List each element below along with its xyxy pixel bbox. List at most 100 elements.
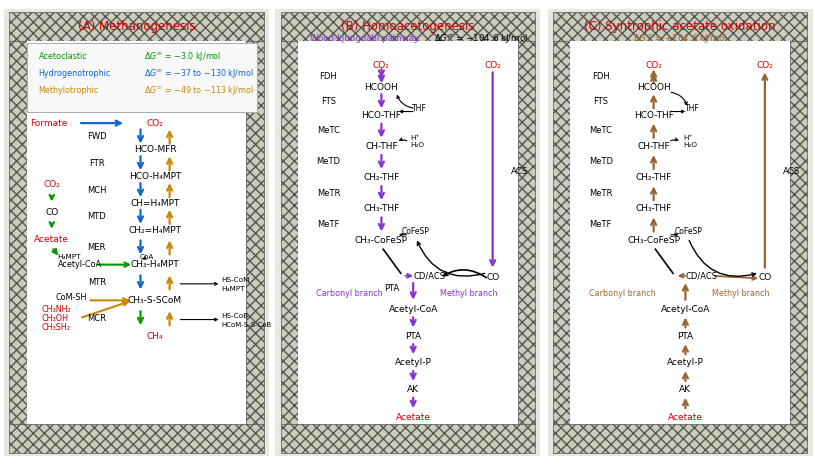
Text: HCoM-S-S-CoB: HCoM-S-S-CoB: [221, 322, 271, 328]
Text: FWD: FWD: [87, 132, 107, 141]
Text: Acetyl-CoA: Acetyl-CoA: [661, 305, 710, 314]
Text: CH₃-THF: CH₃-THF: [636, 204, 672, 213]
Text: Acetyl-P: Acetyl-P: [394, 359, 432, 367]
Text: HCO-THF: HCO-THF: [362, 111, 401, 120]
Text: CD/ACS: CD/ACS: [413, 271, 445, 280]
Text: H₂O: H₂O: [683, 142, 697, 148]
Text: $\Delta G^{o\prime}$ = $-$3.0 kJ/mol: $\Delta G^{o\prime}$ = $-$3.0 kJ/mol: [144, 50, 222, 63]
Bar: [27, 40, 246, 425]
Text: FTS: FTS: [321, 97, 336, 106]
Text: Acetate: Acetate: [668, 413, 703, 422]
Bar: [298, 40, 518, 425]
Bar: [10, 425, 264, 453]
Bar: [553, 425, 808, 453]
Text: Hydrogenotrophic: Hydrogenotrophic: [38, 69, 111, 78]
Text: H₄MPT: H₄MPT: [221, 286, 244, 292]
Text: THF: THF: [412, 104, 427, 113]
Text: Methylotrophic: Methylotrophic: [38, 86, 99, 95]
Text: FDH: FDH: [592, 72, 610, 81]
Text: PTA: PTA: [677, 332, 694, 340]
Bar: [570, 40, 790, 425]
Text: MER: MER: [87, 243, 106, 252]
Text: H⁺: H⁺: [411, 135, 420, 141]
Text: MTD: MTD: [87, 213, 106, 221]
Text: CH₃-CoFeSP: CH₃-CoFeSP: [627, 236, 681, 245]
Text: CO₂: CO₂: [484, 60, 501, 70]
Text: $\Delta G^{o\prime}$ = $-$37 to $-$130 kJ/mol: $\Delta G^{o\prime}$ = $-$37 to $-$130 k…: [144, 67, 254, 80]
Bar: [553, 40, 570, 425]
Text: $\Delta G^{o\prime}$ = $-$49 to $-$113 kJ/mol: $\Delta G^{o\prime}$ = $-$49 to $-$113 k…: [144, 85, 254, 98]
Text: $\Delta G^{o\prime}$ = +104.6 kJ/mol: $\Delta G^{o\prime}$ = +104.6 kJ/mol: [633, 32, 727, 45]
Bar: [281, 40, 298, 425]
Text: CH₂-THF: CH₂-THF: [363, 173, 399, 182]
FancyBboxPatch shape: [271, 0, 546, 465]
Text: CO₂: CO₂: [43, 180, 60, 189]
Text: Acetyl-P: Acetyl-P: [667, 359, 704, 367]
Text: CO: CO: [486, 272, 500, 282]
Text: HCO-MFR: HCO-MFR: [134, 146, 176, 154]
Bar: [518, 40, 535, 425]
Text: CH₄: CH₄: [147, 332, 163, 340]
Text: HCOOH: HCOOH: [364, 83, 399, 92]
Text: CH=H₄MPT: CH=H₄MPT: [130, 199, 180, 208]
Text: $\Delta G^{o\prime}$ = $-$104.6 kJ/mol: $\Delta G^{o\prime}$ = $-$104.6 kJ/mol: [434, 32, 528, 45]
Text: (A) Methanogenesis: (A) Methanogenesis: [77, 20, 196, 33]
Text: Acetate: Acetate: [34, 235, 69, 244]
Text: Methyl branch: Methyl branch: [440, 289, 498, 298]
Text: CO: CO: [45, 208, 59, 217]
Text: MeTC: MeTC: [589, 126, 612, 135]
Text: (B) Homoacetogenesis: (B) Homoacetogenesis: [341, 20, 474, 33]
Text: CoFeSP: CoFeSP: [674, 226, 702, 236]
Text: CoFeSP: CoFeSP: [402, 226, 430, 236]
FancyBboxPatch shape: [27, 43, 257, 112]
Text: ACS: ACS: [511, 166, 528, 176]
Text: CH₃SH₂: CH₃SH₂: [42, 323, 70, 332]
Text: HCO-H₄MPT: HCO-H₄MPT: [129, 172, 181, 181]
Text: Carbonyl branch: Carbonyl branch: [588, 289, 655, 298]
Text: Wood-Ljungdahl pathway: Wood-Ljungdahl pathway: [310, 34, 419, 43]
Text: PTA: PTA: [405, 332, 421, 340]
Text: Carbonyl branch: Carbonyl branch: [316, 289, 383, 298]
Text: FTS: FTS: [593, 97, 608, 106]
Text: FTR: FTR: [89, 159, 104, 168]
Text: CoM-SH: CoM-SH: [56, 293, 87, 302]
FancyBboxPatch shape: [543, 0, 815, 465]
Text: CH₃NH₂: CH₃NH₂: [42, 305, 71, 314]
Text: CO₂: CO₂: [645, 60, 662, 70]
Text: CH₃-H₄MPT: CH₃-H₄MPT: [130, 260, 179, 269]
Text: HCO-THF: HCO-THF: [634, 111, 673, 120]
Text: Formate: Formate: [30, 119, 68, 127]
Bar: [10, 40, 27, 425]
Text: CH₂=H₄MPT: CH₂=H₄MPT: [129, 226, 182, 235]
Text: MCR: MCR: [87, 314, 106, 323]
Text: PTA: PTA: [385, 284, 399, 292]
Text: Acetyl-CoA: Acetyl-CoA: [58, 260, 102, 269]
Text: FDH: FDH: [319, 72, 337, 81]
Text: CO₂: CO₂: [373, 60, 390, 70]
Text: Acetoclastic: Acetoclastic: [38, 52, 87, 60]
Text: MeTC: MeTC: [317, 126, 340, 135]
Text: MeTR: MeTR: [317, 189, 340, 198]
Text: MeTR: MeTR: [589, 189, 612, 198]
Bar: [246, 40, 264, 425]
Text: CH₃-CoFeSP: CH₃-CoFeSP: [355, 236, 408, 245]
Text: Acetate: Acetate: [396, 413, 430, 422]
Text: CH₂-THF: CH₂-THF: [636, 173, 672, 182]
Text: Methyl branch: Methyl branch: [712, 289, 770, 298]
Text: CH-THF: CH-THF: [365, 142, 398, 151]
Text: CO₂: CO₂: [756, 60, 773, 70]
Text: HS-CoM: HS-CoM: [221, 277, 249, 283]
Text: ACS: ACS: [783, 166, 800, 176]
Text: CD/ACS: CD/ACS: [685, 271, 717, 280]
Bar: [10, 12, 264, 40]
Text: Acetyl-CoA: Acetyl-CoA: [389, 305, 438, 314]
Text: MeTF: MeTF: [317, 220, 340, 229]
Text: CH₃OH: CH₃OH: [42, 314, 68, 323]
Text: AK: AK: [408, 385, 419, 394]
Text: HCOOH: HCOOH: [637, 83, 671, 92]
Text: CoA: CoA: [140, 254, 154, 260]
Text: MeTF: MeTF: [589, 220, 612, 229]
Text: MeTD: MeTD: [316, 158, 341, 166]
Text: MeTD: MeTD: [588, 158, 613, 166]
Text: HS-CoB: HS-CoB: [221, 313, 249, 319]
